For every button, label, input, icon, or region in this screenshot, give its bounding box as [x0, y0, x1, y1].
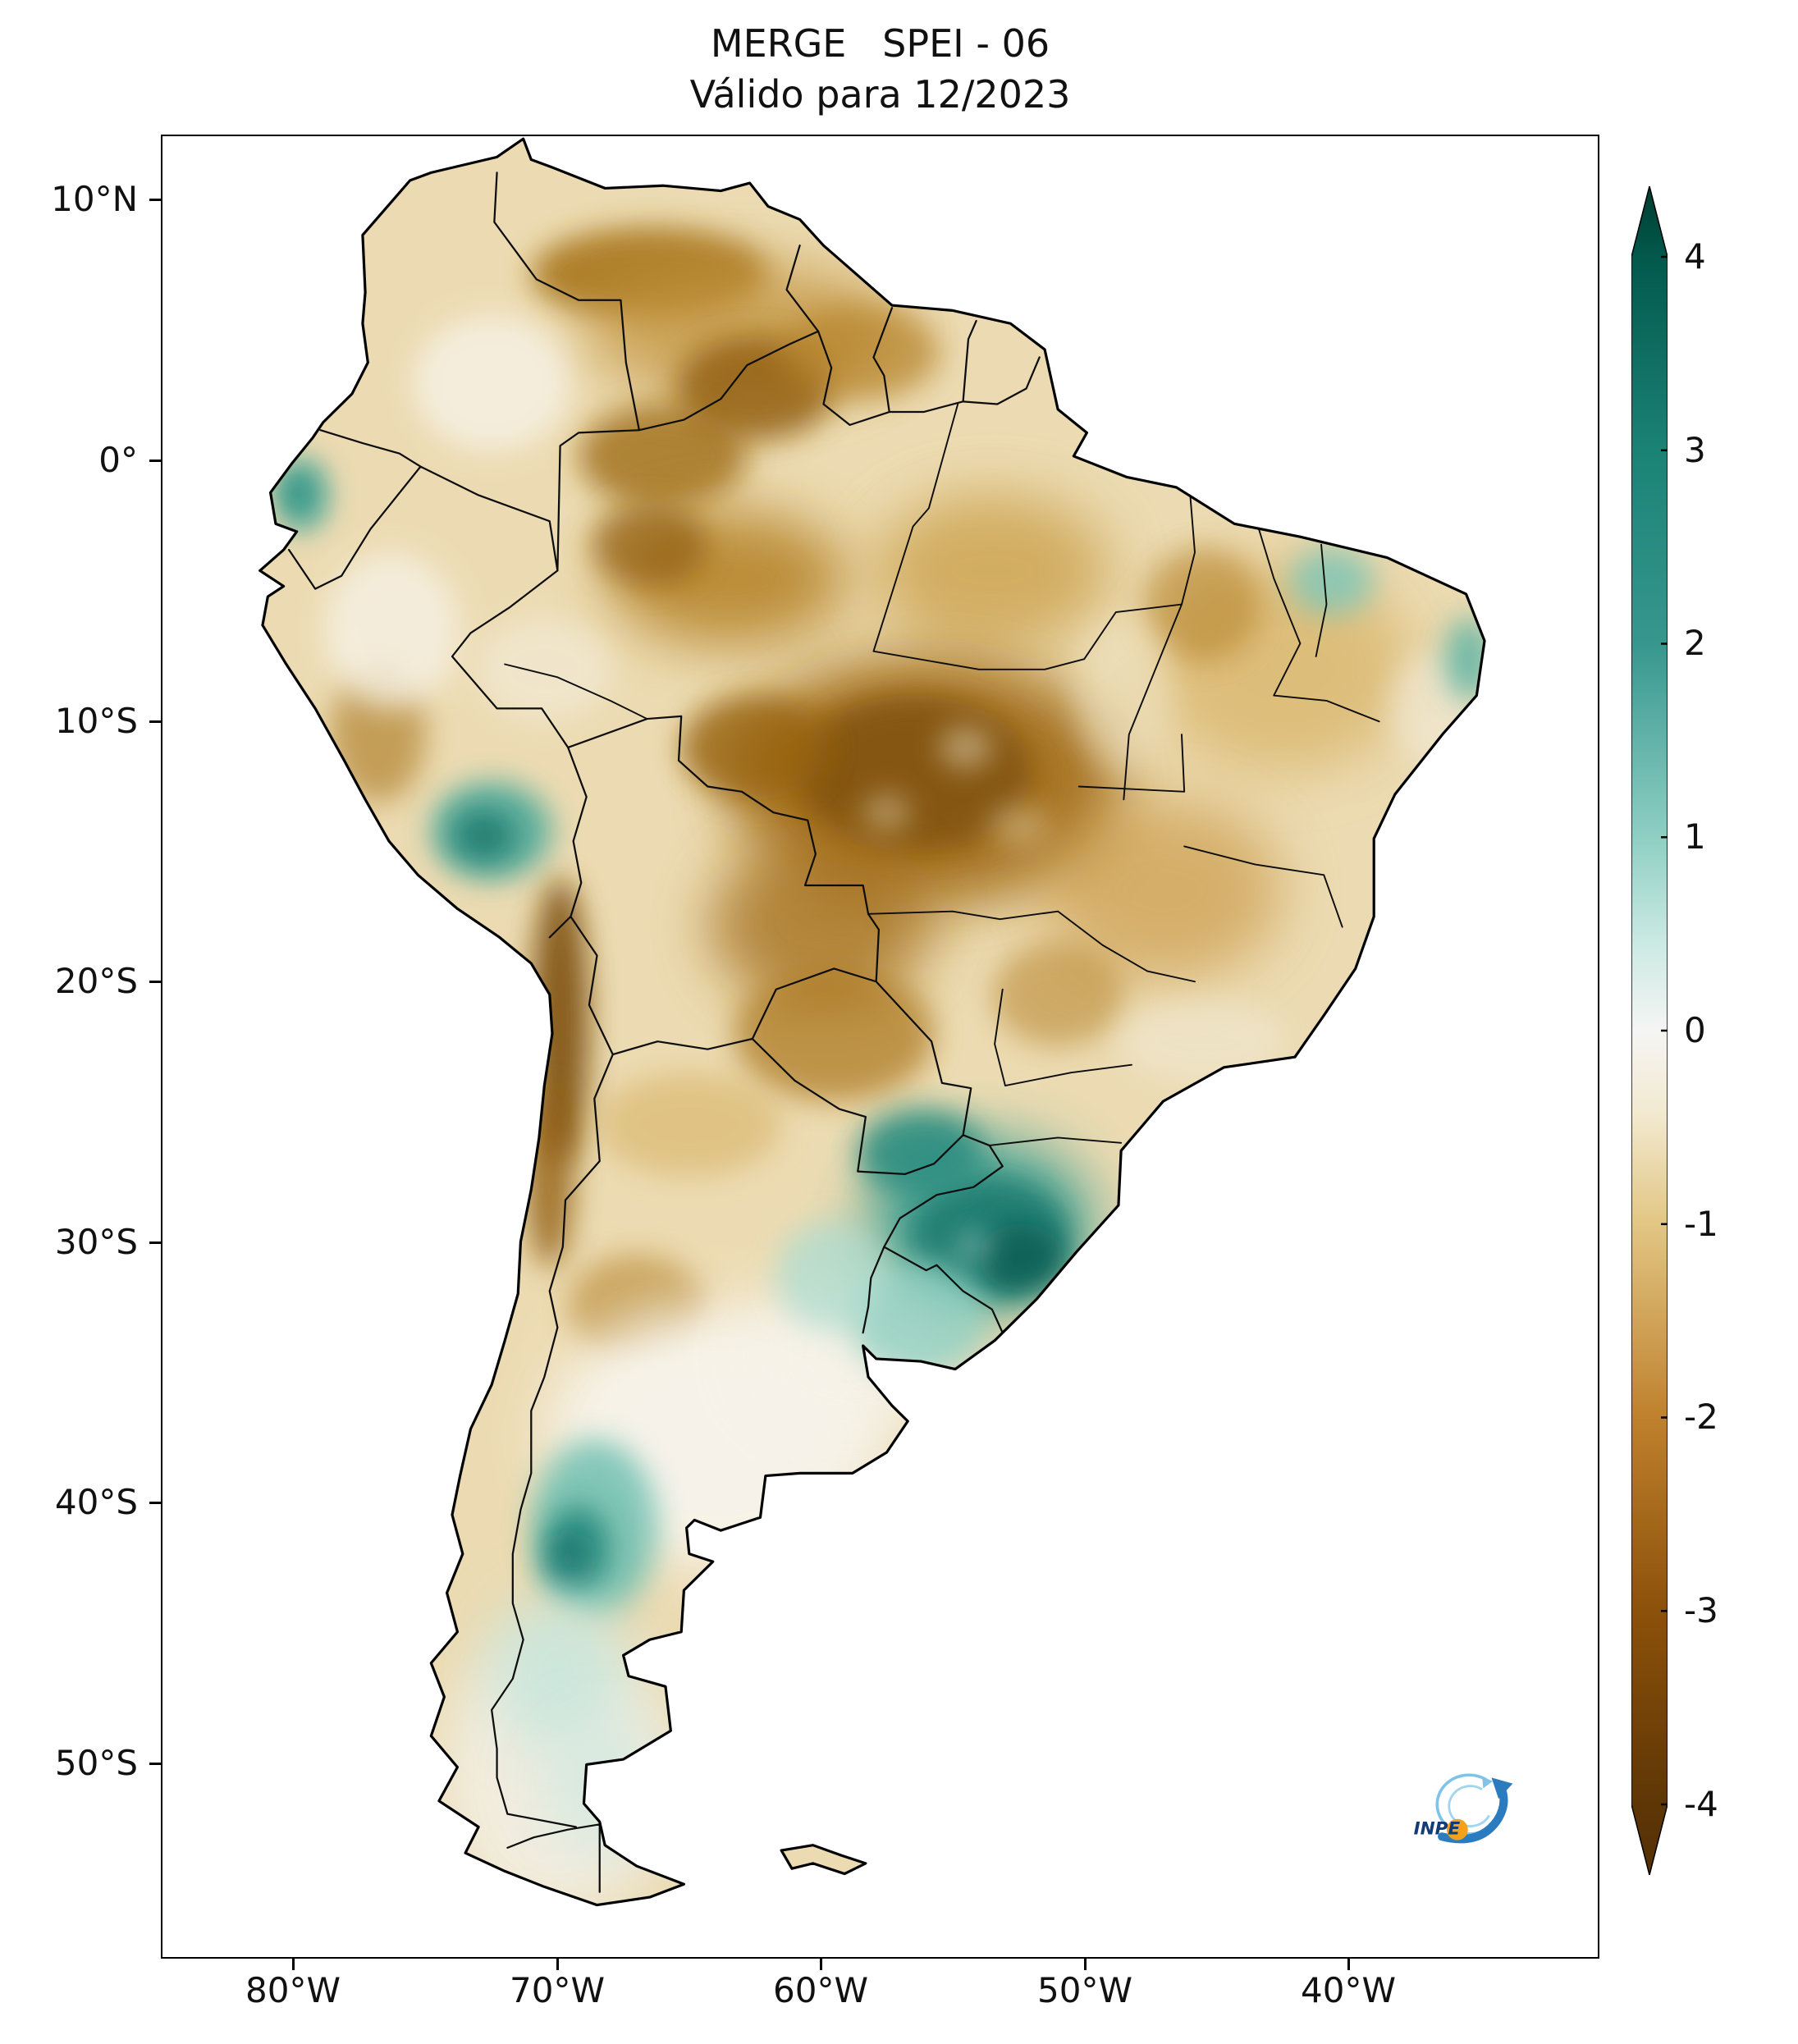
colorbar-tick-label: -1: [1684, 1204, 1718, 1244]
lat-tick-label: 10°S: [54, 701, 138, 741]
chart-title-line2: Válido para 12/2023: [689, 72, 1071, 117]
lat-tickmark: [149, 720, 161, 723]
lon-tickmark: [820, 1959, 822, 1970]
lat-tick-label: 20°S: [54, 961, 138, 1001]
lon-tick-label: 40°W: [1301, 1970, 1396, 2010]
state-borders: [504, 403, 1380, 1146]
lon-tick-label: 70°W: [510, 1970, 605, 2010]
lat-tickmark: [149, 460, 161, 462]
colorbar-tick-label: -3: [1684, 1590, 1718, 1630]
lat-tickmark: [149, 199, 161, 201]
lat-tickmark: [149, 1763, 161, 1765]
colorbar-tick-label: -4: [1684, 1784, 1718, 1824]
colorbar-gradient: [1631, 186, 1668, 1875]
inpe-logo-icon: INPE: [1414, 1773, 1513, 1844]
colorbar-tickmarks: [1661, 255, 1668, 1806]
spei-colorbar: [1631, 186, 1668, 1875]
lon-tick-label: 50°W: [1037, 1970, 1132, 2010]
lon-tickmark: [1084, 1959, 1087, 1970]
lon-tick-label: 60°W: [773, 1970, 868, 2010]
colorbar-tick-label: 2: [1684, 623, 1706, 663]
south-america-spei-map: [162, 136, 1598, 1957]
colorbar-tick-label: 4: [1684, 236, 1706, 277]
lat-tick-label: 10°N: [51, 179, 138, 219]
lon-tick-label: 80°W: [245, 1970, 341, 2010]
inpe-logo-text: INPE: [1414, 1818, 1461, 1839]
colorbar-tick-label: 3: [1684, 430, 1706, 470]
lon-tickmark: [556, 1959, 559, 1970]
colorbar-tick-label: -2: [1684, 1397, 1718, 1437]
lat-tickmark: [149, 981, 161, 983]
colorbar-tick-label: 0: [1684, 1010, 1706, 1050]
lat-tick-label: 40°S: [54, 1482, 138, 1522]
chart-title: MERGE SPEI - 06 Válido para 12/2023: [161, 18, 1599, 120]
lat-tickmark: [149, 1502, 161, 1504]
inpe-logo: INPE: [1402, 1766, 1525, 1860]
lat-tickmark: [149, 1241, 161, 1244]
lat-tick-label: 50°S: [54, 1743, 138, 1783]
colorbar-tick-label: 1: [1684, 816, 1706, 857]
country-borders: [287, 171, 1380, 1893]
lon-tickmark: [292, 1959, 295, 1970]
map-frame: [161, 135, 1599, 1959]
lon-tickmark: [1347, 1959, 1350, 1970]
lat-tick-label: 30°S: [54, 1222, 138, 1262]
lat-tick-label: 0°: [98, 440, 138, 480]
chart-title-line1: MERGE SPEI - 06: [710, 21, 1050, 66]
